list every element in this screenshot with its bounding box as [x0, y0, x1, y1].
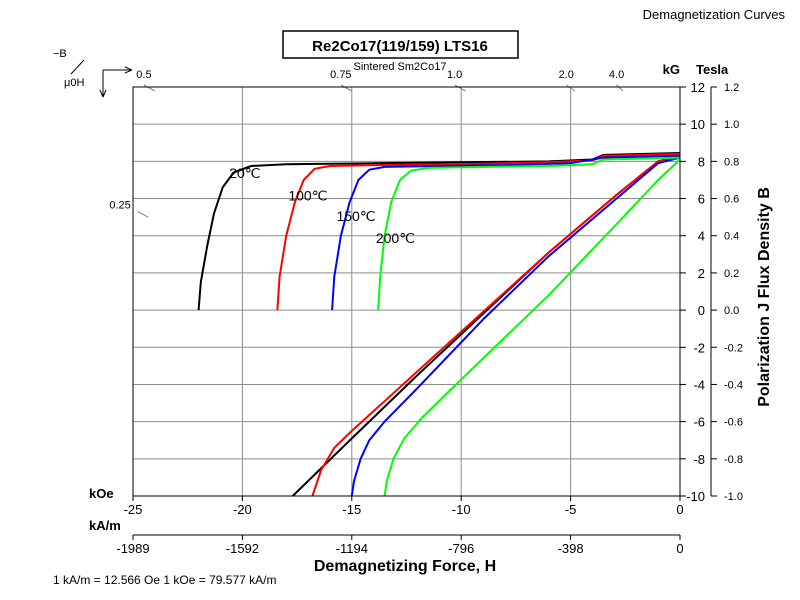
y-tick-label-tesla: 1.2	[724, 82, 739, 94]
x-tick-label-kam: -1194	[336, 541, 368, 556]
y-tick-label-tesla: 0.2	[724, 268, 739, 280]
y-tick-label-tesla: 1.0	[724, 119, 739, 131]
permeance-slash	[70, 59, 85, 75]
permeance-label: 4.0	[609, 69, 624, 81]
x-unit-top-label: kOe	[89, 486, 114, 501]
permeance-b-label: −B	[53, 48, 67, 60]
y-tick-label-kg: -8	[693, 452, 705, 467]
y-axis-title: Polarization J Flux Density B	[756, 187, 773, 407]
series-line-b	[350, 156, 681, 497]
permeance-label: 0.75	[330, 69, 351, 81]
series-line-j	[331, 154, 681, 311]
permeance-right-arrow	[103, 66, 133, 74]
y-tick-label-tesla: 0.6	[724, 194, 739, 206]
y-tick-label-tesla: -0.4	[724, 379, 743, 391]
y-unit-right-label: Tesla	[696, 62, 729, 77]
x-tick-label-koe: 0	[676, 502, 683, 517]
permeance-tick	[565, 84, 576, 92]
y-tick-label-tesla: -1.0	[724, 491, 743, 503]
permeance-label: 0.25	[109, 200, 130, 212]
series-label: 150℃	[336, 208, 375, 224]
x-tick-label-kam: -796	[448, 541, 474, 556]
section-header: Demagnetization Curves	[643, 7, 786, 22]
y-unit-left-label: kG	[663, 62, 680, 77]
chart-tick-labels: -25-1989-20-1592-15-1194-10-796-5-398001…	[116, 80, 743, 556]
y-tick-label-kg: -6	[693, 415, 705, 430]
y-tick-label-tesla: 0.4	[724, 231, 739, 243]
chart-grid	[133, 87, 680, 496]
permeance-tick	[137, 211, 149, 218]
chart-axes	[132, 86, 717, 540]
series-label: 200℃	[376, 230, 415, 246]
permeance-tick	[340, 84, 353, 92]
x-tick-label-kam: -1592	[226, 541, 259, 556]
y-tick-label-tesla: 0.8	[724, 156, 739, 168]
y-tick-label-kg: -4	[693, 377, 705, 392]
permeance-lines: 0.5 0.75 1.0 2.0 4.0 0.25	[109, 69, 624, 218]
series-label: 20℃	[229, 165, 260, 181]
y-tick-label-kg: -2	[693, 340, 705, 355]
permeance-tick	[454, 84, 466, 92]
permeance-mu-label: μ0H	[64, 77, 84, 89]
series-line-b	[383, 158, 681, 497]
y-tick-label-kg: 10	[691, 117, 705, 132]
permeance-down-arrow	[99, 70, 107, 98]
chart-title-box	[282, 30, 519, 59]
y-tick-label-tesla: 0.0	[724, 305, 739, 317]
x-tick-label-koe: -5	[565, 502, 577, 517]
x-tick-label-koe: -10	[452, 502, 471, 517]
y-tick-label-kg: 0	[698, 303, 705, 318]
chart-subtitle: Sintered Sm2Co17	[354, 61, 447, 73]
y-tick-label-tesla: -0.2	[724, 342, 743, 354]
y-tick-label-tesla: -0.6	[724, 417, 743, 429]
x-tick-label-koe: -25	[124, 502, 143, 517]
permeance-label: 2.0	[559, 69, 574, 81]
y-tick-label-kg: 12	[691, 80, 705, 95]
x-tick-label-koe: -20	[233, 502, 252, 517]
series-line-j	[377, 156, 681, 311]
permeance-tick	[143, 84, 156, 92]
plot-area	[133, 87, 680, 496]
y-tick-label-kg: 2	[698, 266, 705, 281]
x-tick-label-koe: -15	[342, 502, 361, 517]
y-tick-label-tesla: -0.8	[724, 454, 743, 466]
series-label: 100℃	[288, 187, 327, 203]
permeance-label: 1.0	[447, 69, 462, 81]
series-line-b	[311, 155, 681, 497]
x-unit-bottom-label: kA/m	[89, 518, 121, 533]
y-tick-label-kg: 6	[698, 192, 705, 207]
y-tick-label-kg: 8	[698, 154, 705, 169]
permeance-label: 0.5	[136, 69, 151, 81]
permeance-tick	[616, 84, 624, 92]
x-tick-label-kam: 0	[676, 541, 683, 556]
plot-frame	[132, 86, 681, 497]
y-tick-label-kg: -10	[686, 489, 705, 504]
unit-conversion-footnote: 1 kA/m = 12.566 Oe 1 kOe = 79.577 kA/m	[53, 573, 276, 587]
x-axis-title: Demagnetizing Force, H	[314, 558, 496, 575]
x-tick-label-kam: -398	[558, 541, 584, 556]
chart-title: Re2Co17(119/159) LTS16	[312, 38, 488, 55]
x-tick-label-kam: -1989	[116, 541, 149, 556]
y-tick-label-kg: 4	[698, 229, 705, 244]
permeance-axis-marker: −B μ0H	[53, 48, 133, 98]
